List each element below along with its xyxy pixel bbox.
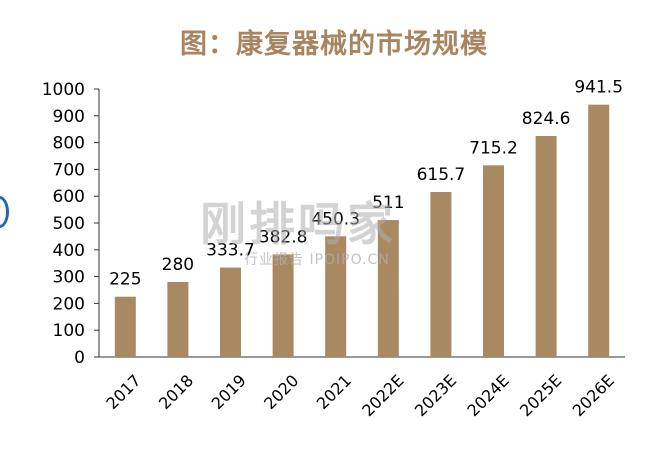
data-label: 615.7 (417, 165, 466, 185)
data-label: 511 (372, 193, 404, 213)
data-label: 715.2 (469, 138, 518, 158)
bar (114, 296, 136, 357)
x-tick-label: 2023E (411, 371, 460, 420)
x-tick-label: 2017 (102, 371, 144, 413)
x-tick-label: 2018 (155, 371, 197, 413)
bar (483, 165, 504, 357)
bar (167, 281, 189, 357)
x-tick-label: 2022E (358, 371, 407, 420)
bar (535, 136, 557, 357)
y-tick-label: 700 (53, 160, 85, 180)
watermark-text: 刚排吗家 (200, 197, 396, 251)
y-tick-label: 600 (53, 187, 85, 207)
x-tick-label: 2021 (313, 371, 355, 413)
data-label: 280 (162, 255, 194, 275)
x-tick-label: 2024E (463, 371, 512, 420)
bar (220, 267, 241, 357)
y-tick-label: 300 (53, 268, 85, 288)
y-tick-label: 800 (53, 134, 85, 154)
data-label: 824.6 (522, 109, 571, 129)
x-tick-label: 2025E (516, 371, 565, 420)
y-tick-label: 900 (53, 107, 85, 127)
bar (377, 220, 399, 357)
chart-title: 图：康复器械的市场规模 (180, 29, 488, 60)
data-label: 382.8 (259, 227, 308, 247)
y-tick-label: 1000 (42, 80, 85, 100)
bar (588, 104, 610, 357)
bar (272, 254, 294, 357)
bar (430, 191, 452, 357)
y-tick-label: 500 (53, 214, 85, 234)
bar (325, 236, 347, 357)
data-label: 333.7 (206, 241, 255, 261)
y-tick-label: 0 (74, 348, 85, 368)
y-tick-label: 100 (53, 321, 85, 341)
data-label: 941.5 (574, 78, 623, 98)
y-tick-label: 400 (53, 241, 85, 261)
x-tick-label: 2026E (569, 371, 618, 420)
watermark-subtext: 行业报告 IPOIPO.CN (244, 252, 390, 268)
x-tick-label: 2020 (260, 371, 302, 413)
data-label: 450.3 (311, 209, 360, 229)
data-label: 225 (109, 270, 141, 290)
y-tick-label: 200 (53, 294, 85, 314)
x-tick-label: 2019 (208, 371, 250, 413)
